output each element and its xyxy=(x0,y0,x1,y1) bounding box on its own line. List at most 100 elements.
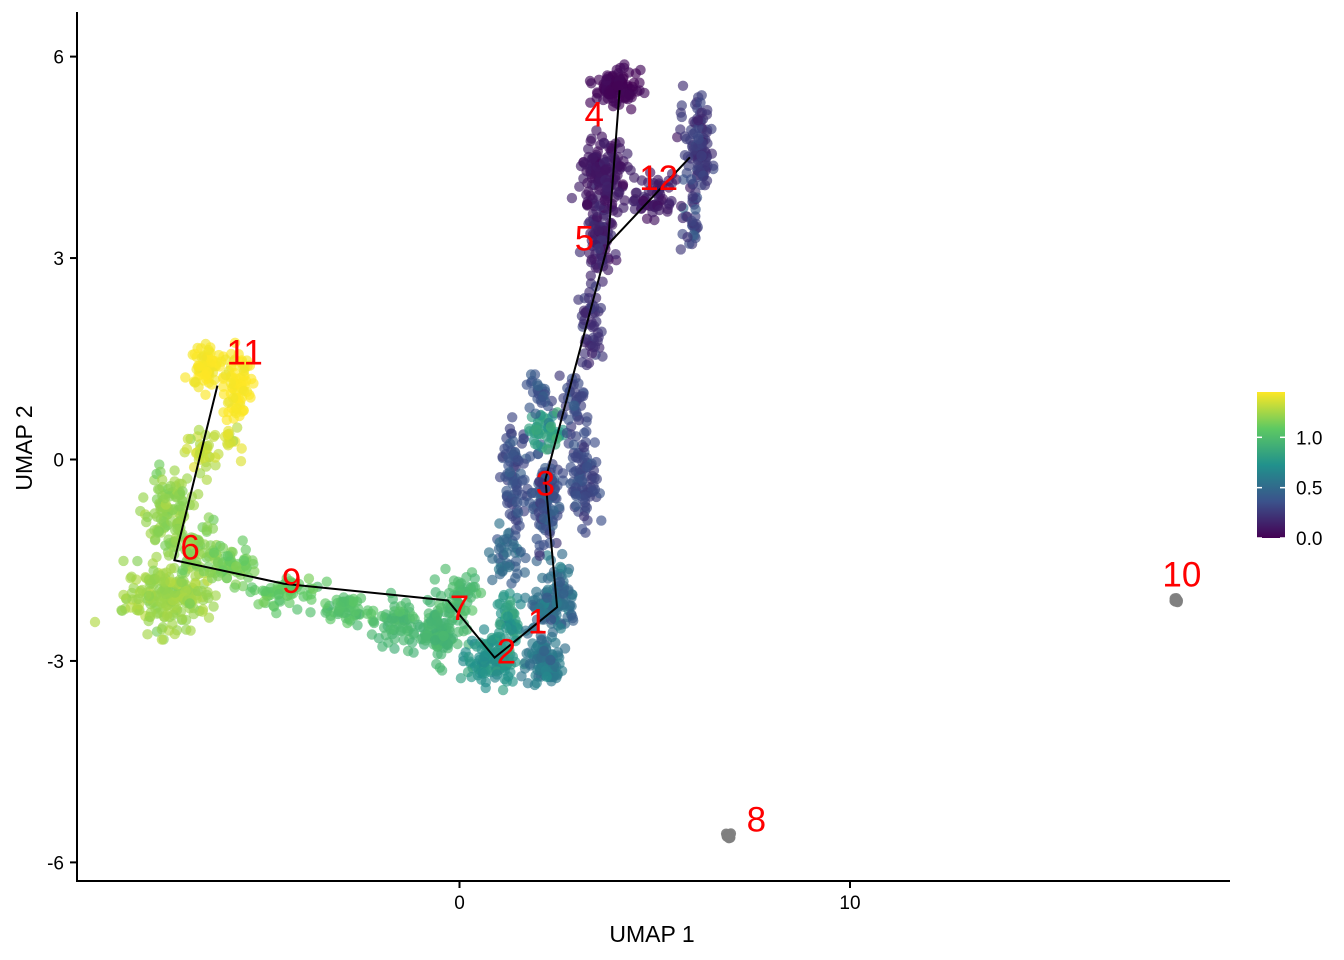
cell-point xyxy=(597,276,608,287)
y-tick-label: 6 xyxy=(53,48,64,69)
cell-point xyxy=(584,247,595,259)
cell-point xyxy=(208,514,219,525)
cell-point xyxy=(157,474,168,485)
y-tick-label: 0 xyxy=(53,451,64,472)
cell-point xyxy=(174,501,185,512)
cluster-label: 1 xyxy=(528,602,547,641)
cell-point xyxy=(504,656,515,668)
cell-point xyxy=(180,585,191,597)
cell-point xyxy=(595,302,607,314)
cell-point xyxy=(320,598,331,609)
cluster-label: 3 xyxy=(536,465,555,504)
cell-point xyxy=(568,400,579,411)
cell-point xyxy=(685,174,697,185)
cell-point xyxy=(169,628,180,640)
cell-point xyxy=(529,438,541,450)
cell-point xyxy=(581,502,592,513)
cell-point xyxy=(407,611,418,622)
cell-point xyxy=(469,573,480,584)
cluster-label: 2 xyxy=(497,632,516,671)
cell-point xyxy=(504,467,516,478)
cell-point xyxy=(676,111,687,123)
cell-point xyxy=(693,115,704,126)
cell-point xyxy=(542,592,553,603)
cell-point xyxy=(407,637,418,648)
cluster-label: 5 xyxy=(575,220,594,259)
cell-point xyxy=(591,473,602,485)
cell-point xyxy=(377,641,388,652)
cell-point xyxy=(189,377,200,388)
cell-point xyxy=(566,601,577,612)
cell-point xyxy=(143,615,154,627)
cell-point xyxy=(430,635,441,646)
cell-point xyxy=(201,525,212,536)
cell-point xyxy=(585,135,596,147)
cell-point xyxy=(503,671,514,682)
cell-point xyxy=(547,490,559,501)
cell-point xyxy=(501,485,512,497)
cell-point xyxy=(540,665,552,676)
cell-point xyxy=(568,439,579,450)
cell-point xyxy=(548,505,559,516)
cell-point xyxy=(724,828,735,840)
cell-point xyxy=(208,547,220,558)
cluster-label: 7 xyxy=(450,589,469,628)
cell-point xyxy=(480,667,491,679)
cell-point xyxy=(687,191,698,202)
cell-point xyxy=(541,444,552,455)
cell-point xyxy=(338,596,350,607)
cell-point xyxy=(507,436,519,447)
cell-point xyxy=(602,264,614,276)
cell-point xyxy=(515,546,526,557)
cell-point xyxy=(237,362,249,374)
cell-point xyxy=(556,665,568,676)
cell-point xyxy=(182,547,193,559)
cell-point xyxy=(209,429,221,441)
cell-point xyxy=(576,475,588,487)
y-axis-title: UMAP 2 xyxy=(11,405,37,490)
cell-point xyxy=(589,341,601,352)
cell-point xyxy=(512,568,523,579)
cell-point xyxy=(606,217,617,229)
cell-point xyxy=(201,589,212,600)
cell-point xyxy=(504,423,516,434)
cell-point xyxy=(466,671,477,683)
cell-point xyxy=(169,465,180,476)
cell-point xyxy=(692,159,704,170)
cell-point xyxy=(574,246,586,258)
cell-point xyxy=(708,160,719,171)
cell-point xyxy=(188,500,200,511)
cell-point xyxy=(531,677,542,689)
cell-point xyxy=(292,604,303,615)
cell-point xyxy=(201,474,212,485)
cell-point xyxy=(229,582,240,593)
cell-point xyxy=(212,571,224,582)
cell-point xyxy=(491,669,503,680)
cell-point xyxy=(352,620,363,631)
cell-point xyxy=(583,143,594,155)
x-axis-title: UMAP 1 xyxy=(609,921,694,947)
cell-point xyxy=(582,177,593,189)
cell-point xyxy=(536,634,547,645)
cell-point xyxy=(534,550,545,561)
cell-point xyxy=(236,443,247,454)
cell-point xyxy=(677,80,689,92)
cell-point xyxy=(436,649,447,660)
cell-point xyxy=(591,456,602,468)
cell-point xyxy=(200,389,211,400)
cell-point xyxy=(570,451,581,463)
cell-point xyxy=(451,591,463,602)
cell-point xyxy=(664,199,675,210)
cell-point xyxy=(600,165,611,176)
cell-point xyxy=(585,270,596,281)
cell-point xyxy=(578,442,590,453)
cell-point xyxy=(190,571,201,582)
cell-point xyxy=(512,507,524,518)
cell-point xyxy=(546,473,557,484)
cell-point xyxy=(566,589,578,600)
cell-point xyxy=(126,571,137,582)
cell-point xyxy=(203,344,214,356)
cell-point xyxy=(163,550,175,561)
cell-point xyxy=(308,583,319,594)
